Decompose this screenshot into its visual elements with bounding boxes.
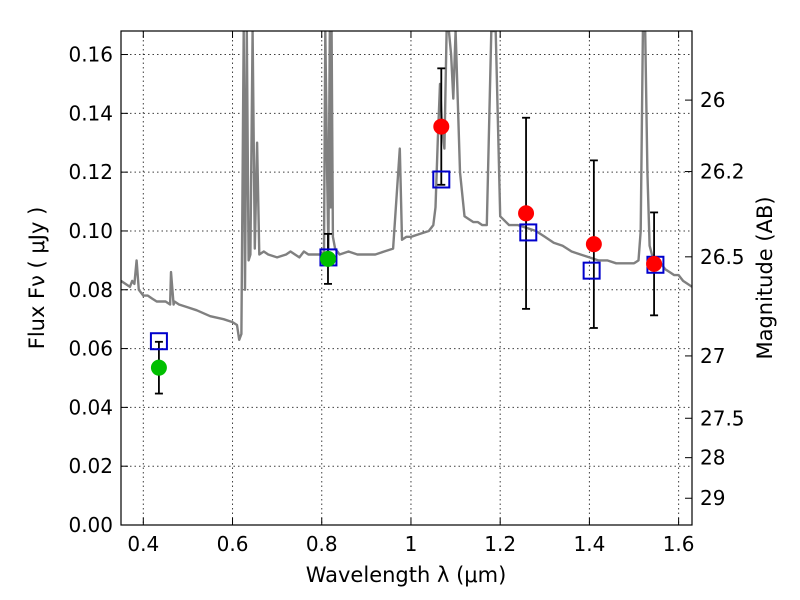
y-tick-label: 0.08 xyxy=(68,278,113,302)
x-tick-label: 0.4 xyxy=(127,532,159,556)
axis-ticks: 0.4 0.6 0.8 1 1.2 1.4 1.6 0.00 0.02 0.04 0.06 0.08 0… xyxy=(68,31,745,556)
observed-flux-point xyxy=(585,236,602,253)
y-tick-label: 0.00 xyxy=(68,513,113,537)
observed-flux-point xyxy=(646,255,663,272)
x-tick-label: 1.4 xyxy=(573,532,605,556)
spectrum-line xyxy=(121,31,692,341)
y2-tick-label: 29 xyxy=(700,486,725,510)
y-axis-label: Flux Fν ( μJy ) xyxy=(25,207,49,350)
y2-axis-label: Magnitude (AB) xyxy=(753,196,777,359)
y-tick-label: 0.06 xyxy=(68,337,113,361)
observed-flux-point xyxy=(433,118,450,135)
y2-tick-label: 27 xyxy=(700,344,725,368)
model-flux-square xyxy=(582,261,601,280)
x-tick-label: 1.2 xyxy=(484,532,516,556)
model-spectrum xyxy=(121,31,692,341)
model-flux-square xyxy=(149,332,168,351)
observed-flux-point xyxy=(319,250,336,267)
model-flux-square xyxy=(432,170,451,189)
x-tick-label: 1.6 xyxy=(663,532,695,556)
y2-tick-label: 28 xyxy=(700,446,725,470)
x-axis-label: Wavelength λ (μm) xyxy=(306,563,507,587)
model-flux-square xyxy=(519,223,538,242)
x-tick-label: 1 xyxy=(405,532,418,556)
observed-flux-point xyxy=(518,205,535,222)
data-markers xyxy=(149,118,665,376)
x-tick-label: 0.8 xyxy=(306,532,338,556)
y-tick-label: 0.12 xyxy=(68,160,113,184)
y-tick-label: 0.10 xyxy=(68,219,113,243)
y2-tick-label: 26 xyxy=(700,88,725,112)
grid xyxy=(121,31,692,526)
y2-tick-label: 26.5 xyxy=(700,245,745,269)
y2-tick-label: 27.5 xyxy=(700,406,745,430)
observed-flux-point xyxy=(150,359,167,376)
y-tick-label: 0.04 xyxy=(68,395,113,419)
y2-tick-label: 26.2 xyxy=(700,160,745,184)
y-tick-label: 0.14 xyxy=(68,101,113,125)
x-tick-label: 0.6 xyxy=(217,532,249,556)
y-tick-label: 0.16 xyxy=(68,43,113,67)
y-tick-label: 0.02 xyxy=(68,454,113,478)
plot-frame xyxy=(120,30,693,526)
